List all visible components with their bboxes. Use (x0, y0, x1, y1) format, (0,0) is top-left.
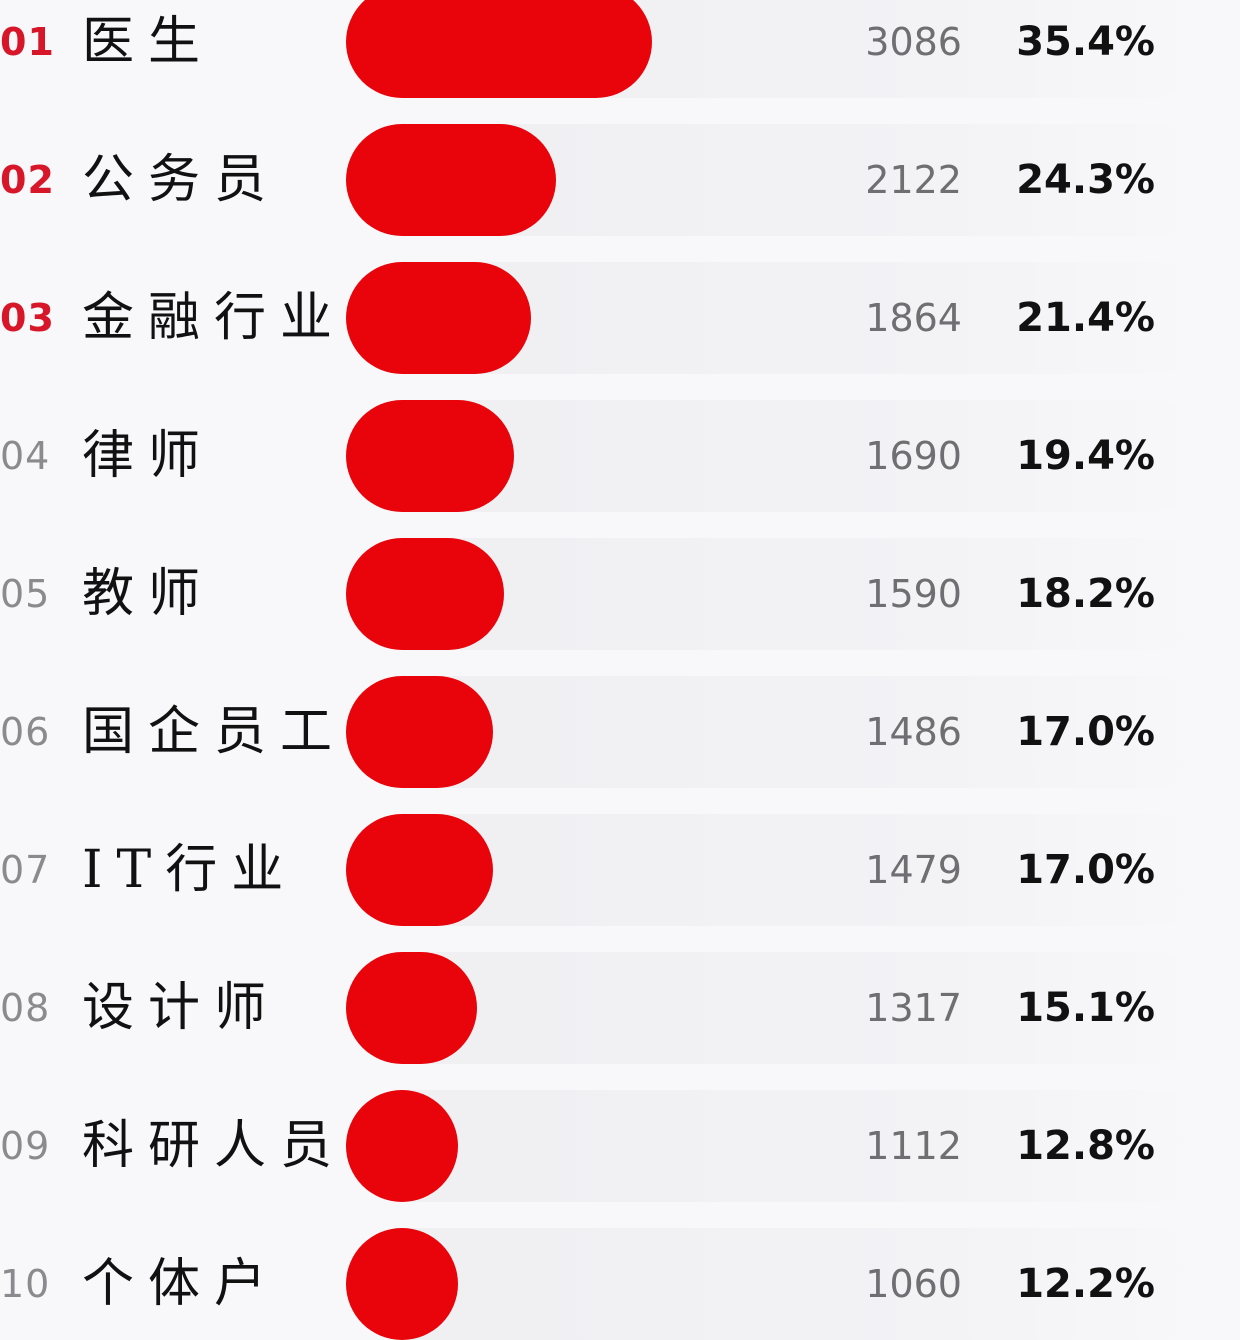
value-label: 1317 (865, 986, 962, 1030)
category-label: 公务员 (82, 150, 281, 210)
chart-row: 10 个体户 1060 12.2% (0, 1228, 1240, 1340)
percent-label: 18.2% (1016, 571, 1155, 617)
rank-label: 06 (0, 710, 51, 754)
category-label: 设计师 (82, 978, 281, 1038)
rank-label: 10 (0, 1262, 51, 1306)
bar (346, 538, 504, 650)
bar-track (346, 1090, 1210, 1202)
chart-row: 04 律师 1690 19.4% (0, 400, 1240, 512)
percent-label: 12.2% (1016, 1261, 1155, 1307)
rank-label: 03 (0, 296, 55, 340)
percent-label: 17.0% (1016, 709, 1155, 755)
bar (346, 400, 514, 512)
bar (346, 814, 493, 926)
category-label: 国企员工 (82, 702, 347, 762)
bar (346, 676, 494, 788)
value-label: 3086 (865, 20, 962, 64)
percent-label: 17.0% (1016, 847, 1155, 893)
chart-row: 05 教师 1590 18.2% (0, 538, 1240, 650)
chart-row: 07 IT行业 1479 17.0% (0, 814, 1240, 926)
bar (346, 124, 557, 236)
bar (346, 0, 652, 98)
category-label: 科研人员 (82, 1116, 347, 1176)
bar (346, 1090, 458, 1202)
value-label: 1690 (865, 434, 962, 478)
category-label: 律师 (82, 426, 215, 486)
percent-label: 24.3% (1016, 157, 1155, 203)
rank-label: 01 (0, 20, 55, 64)
rank-label: 05 (0, 572, 51, 616)
chart-row: 06 国企员工 1486 17.0% (0, 676, 1240, 788)
rank-label: 07 (0, 848, 51, 892)
bar (346, 262, 531, 374)
bar-track (346, 952, 1210, 1064)
value-label: 1486 (865, 710, 962, 754)
category-label: IT行业 (82, 840, 298, 900)
chart-row: 08 设计师 1317 15.1% (0, 952, 1240, 1064)
percent-label: 12.8% (1016, 1123, 1155, 1169)
chart-row: 03 金融行业 1864 21.4% (0, 262, 1240, 374)
category-label: 金融行业 (82, 288, 347, 348)
value-label: 1112 (865, 1124, 962, 1168)
chart-row: 01 医生 3086 35.4% (0, 0, 1240, 98)
category-label: 教师 (82, 564, 215, 624)
percent-label: 21.4% (1016, 295, 1155, 341)
value-label: 1590 (865, 572, 962, 616)
chart-row: 09 科研人员 1112 12.8% (0, 1090, 1240, 1202)
chart-row: 02 公务员 2122 24.3% (0, 124, 1240, 236)
rank-label: 02 (0, 158, 55, 202)
category-label: 医生 (82, 12, 215, 72)
rank-label: 04 (0, 434, 51, 478)
value-label: 1479 (865, 848, 962, 892)
rank-label: 09 (0, 1124, 51, 1168)
value-label: 2122 (865, 158, 962, 202)
percent-label: 35.4% (1016, 19, 1155, 65)
percent-label: 19.4% (1016, 433, 1155, 479)
bar (346, 952, 477, 1064)
percent-label: 15.1% (1016, 985, 1155, 1031)
rank-label: 08 (0, 986, 51, 1030)
bar (346, 1228, 458, 1340)
value-label: 1864 (865, 296, 962, 340)
value-label: 1060 (865, 1262, 962, 1306)
category-label: 个体户 (82, 1254, 281, 1314)
